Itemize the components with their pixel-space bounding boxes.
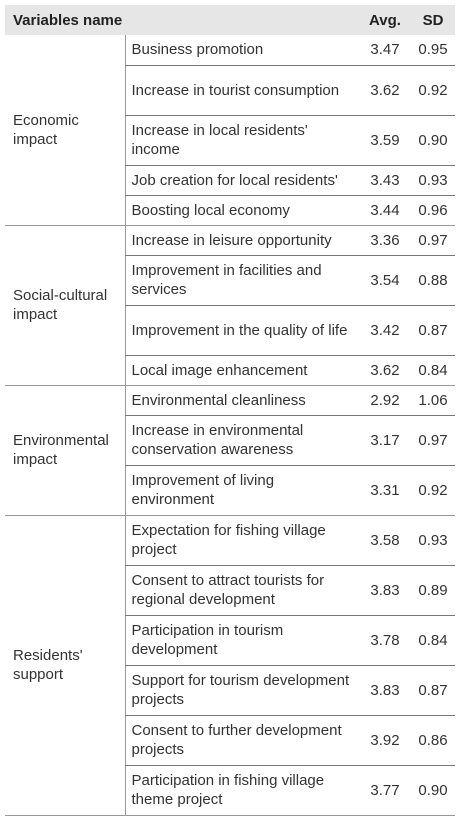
avg-value: 2.92 [359,385,412,416]
variable-name: Increase in local residents' income [124,115,360,166]
group-label-environmental-impact: Environmental impact [5,385,125,516]
table-row: Economic impact Business promotion 3.47 … [5,35,456,226]
avg-value: 3.62 [359,355,412,386]
variable-name: Business promotion [124,35,360,66]
group-label-economic-impact: Economic impact [5,35,125,226]
variable-name: Job creation for local residents' [124,165,360,196]
avg-value: 3.47 [359,35,412,66]
sd-value: 0.89 [411,565,456,616]
table-row: Residents' support Expectation for fishi… [5,515,456,816]
avg-value: 3.58 [359,515,412,566]
variable-name: Increase in environmental conservation a… [124,415,360,466]
table-header-row: Variables name Avg. SD [5,5,456,35]
table-row: Job creation for local residents' 3.43 0… [5,165,456,196]
avg-value: 3.42 [359,305,412,356]
sd-value: 0.87 [411,665,456,716]
avg-value: 3.77 [359,765,412,816]
avg-value: 3.31 [359,465,412,516]
avg-value: 3.92 [359,715,412,766]
avg-value: 3.17 [359,415,412,466]
avg-value: 3.83 [359,565,412,616]
sd-value: 0.96 [411,195,456,226]
header-avg: Avg. [359,5,412,35]
sd-value: 0.93 [411,515,456,566]
header-variables-name: Variables name [5,5,360,35]
table-row: Increase in tourist consumption 3.62 0.9… [5,65,456,116]
table-row: Participation in tourism development 3.7… [5,615,456,666]
sd-value: 0.95 [411,35,456,66]
sd-value: 0.90 [411,115,456,166]
group-label-residents-support: Residents' support [5,515,125,816]
variable-name: Consent to attract tourists for regional… [124,565,360,616]
sd-value: 0.84 [411,355,456,386]
table-row: Improvement of living environment 3.31 0… [5,465,456,516]
sd-value: 0.92 [411,465,456,516]
avg-value: 3.54 [359,255,412,306]
avg-value: 3.36 [359,225,412,256]
sd-value: 0.90 [411,765,456,816]
avg-value: 3.44 [359,195,412,226]
variable-name: Boosting local economy [124,195,360,226]
sd-value: 1.06 [411,385,456,416]
sd-value: 0.97 [411,225,456,256]
sd-value: 0.84 [411,615,456,666]
table-row: Environmental impact Environmental clean… [5,385,456,516]
sd-value: 0.86 [411,715,456,766]
variable-name: Participation in fishing village theme p… [124,765,360,816]
variable-name: Improvement in the quality of life [124,305,360,356]
variable-name: Support for tourism development projects [124,665,360,716]
table-row: Consent to further development projects … [5,715,456,766]
avg-value: 3.43 [359,165,412,196]
header-sd: SD [411,5,456,35]
sd-value: 0.88 [411,255,456,306]
table-row: Consent to attract tourists for regional… [5,565,456,616]
avg-value: 3.78 [359,615,412,666]
sd-value: 0.97 [411,415,456,466]
table-row: Improvement in the quality of life 3.42 … [5,305,456,356]
table-row: Participation in fishing village theme p… [5,765,456,816]
table-row: Local image enhancement 3.62 0.84 [5,355,456,386]
avg-value: 3.62 [359,65,412,116]
avg-value: 3.59 [359,115,412,166]
variable-name: Improvement in facilities and services [124,255,360,306]
table-row: Boosting local economy 3.44 0.96 [5,195,456,226]
variables-table: Variables name Avg. SD Economic impact B… [5,5,456,816]
sd-value: 0.92 [411,65,456,116]
table-row: Increase in local residents' income 3.59… [5,115,456,166]
variable-name: Participation in tourism development [124,615,360,666]
variable-name: Consent to further development projects [124,715,360,766]
table-row: Improvement in facilities and services 3… [5,255,456,306]
table-row: Increase in environmental conservation a… [5,415,456,466]
table-row: Support for tourism development projects… [5,665,456,716]
variable-name: Local image enhancement [124,355,360,386]
variable-name: Environmental cleanliness [124,385,360,416]
variable-name: Improvement of living environment [124,465,360,516]
sd-value: 0.87 [411,305,456,356]
group-label-social-cultural-impact: Social-cultural impact [5,225,125,386]
variable-name: Expectation for fishing village project [124,515,360,566]
avg-value: 3.83 [359,665,412,716]
variable-name: Increase in tourist consumption [124,65,360,116]
variable-name: Increase in leisure opportunity [124,225,360,256]
table-row: Social-cultural impact Increase in leisu… [5,225,456,386]
sd-value: 0.93 [411,165,456,196]
